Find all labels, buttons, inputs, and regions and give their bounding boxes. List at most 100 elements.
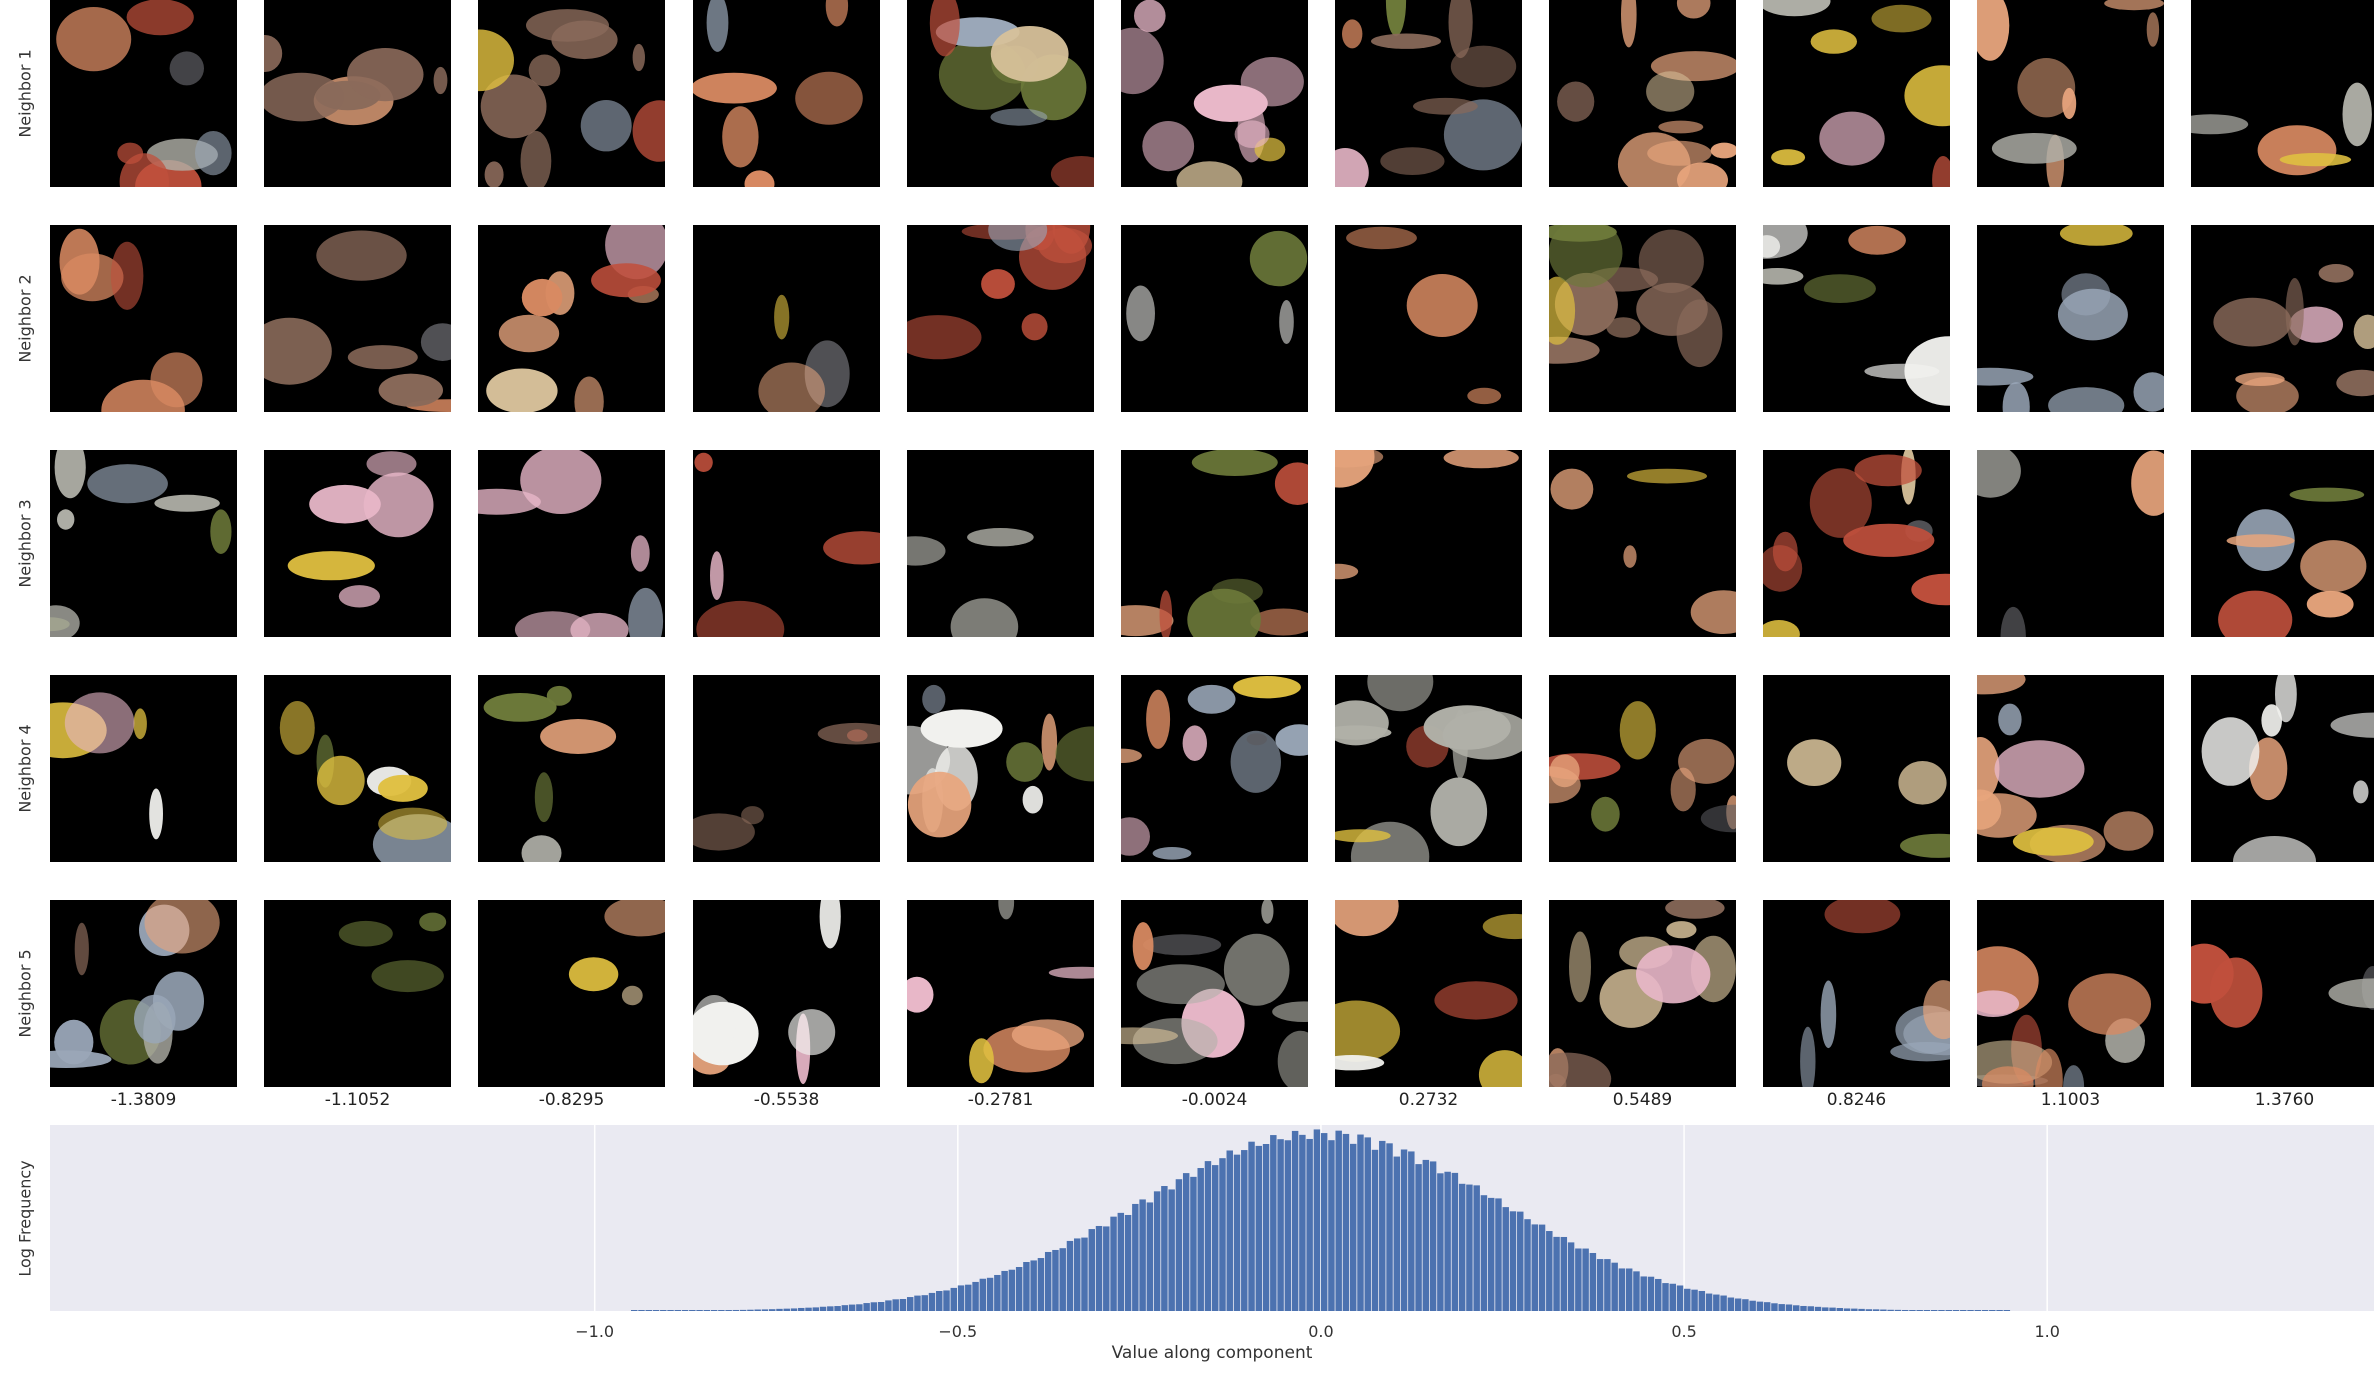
segment-blob xyxy=(693,813,755,851)
histogram-bar xyxy=(1517,1211,1524,1311)
segment-mask-image xyxy=(1121,900,1308,1087)
segment-blob xyxy=(2285,278,2304,346)
segment-blob xyxy=(2002,382,2030,412)
segment-mask-image xyxy=(50,900,220,1068)
histogram-bar xyxy=(1836,1308,1844,1311)
histogram-bar xyxy=(1175,1179,1183,1311)
segment-blob xyxy=(907,536,946,566)
histogram-bar xyxy=(1633,1271,1640,1311)
segment-mask-image xyxy=(2213,264,2374,412)
segment-blob xyxy=(264,35,283,72)
histogram-bar xyxy=(1161,1186,1168,1311)
segment-blob xyxy=(1261,900,1274,924)
segment-mask-image xyxy=(279,701,451,862)
segment-blob xyxy=(1623,545,1637,568)
histogram-bar xyxy=(1618,1268,1626,1311)
segment-mask-image xyxy=(1121,0,1304,187)
segment-blob xyxy=(710,551,724,600)
histogram-bar xyxy=(1604,1259,1611,1311)
histogram-bar xyxy=(979,1278,987,1311)
segment-blob xyxy=(2233,836,2316,862)
neighbor-image-tile xyxy=(478,675,665,862)
histogram-bar xyxy=(1357,1134,1364,1311)
histogram-bar xyxy=(1981,1310,1989,1311)
segment-mask-image xyxy=(1549,225,1723,368)
segment-blob xyxy=(1346,226,1417,250)
segment-mask-image xyxy=(478,450,664,637)
neighbor-image-tile xyxy=(264,450,451,637)
segment-blob xyxy=(1448,0,1473,59)
histogram-bar xyxy=(1684,1288,1691,1311)
histogram-bar xyxy=(1153,1191,1161,1311)
histogram-svg xyxy=(50,1125,2374,1311)
histogram-bar xyxy=(1655,1278,1662,1311)
histogram-bar xyxy=(1190,1176,1197,1311)
segment-mask-image xyxy=(568,900,665,1006)
histogram-bar xyxy=(1916,1310,1923,1311)
segment-blob xyxy=(1854,454,1922,487)
row-label-text: Neighbor 4 xyxy=(15,724,35,813)
neighbor-image-tile xyxy=(693,225,880,412)
segment-blob xyxy=(210,509,232,554)
segment-blob xyxy=(630,535,650,572)
row-label-text: Neighbor 1 xyxy=(15,49,35,138)
histogram-bar xyxy=(1974,1310,1982,1311)
segment-blob xyxy=(50,605,80,637)
segment-blob xyxy=(486,368,558,412)
histogram-bar xyxy=(1146,1202,1154,1311)
neighbor-image-tile xyxy=(478,225,665,412)
histogram-bar xyxy=(1052,1249,1059,1311)
histogram-bar xyxy=(667,1310,674,1311)
segment-mask-image xyxy=(1121,676,1308,860)
neighbor-image-tile xyxy=(478,0,665,187)
segment-blob xyxy=(1763,0,1831,17)
segment-blob xyxy=(969,1038,994,1084)
segment-blob xyxy=(1923,980,1950,1040)
histogram-bar xyxy=(1785,1304,1793,1311)
neighbor-image-tile xyxy=(50,450,237,637)
histogram-bar xyxy=(1989,1310,1996,1311)
neighbor-image-tile xyxy=(1335,225,1522,412)
neighbor-image-tile xyxy=(1335,0,1522,187)
segment-blob xyxy=(378,373,443,407)
histogram-bar xyxy=(725,1310,732,1311)
segment-blob xyxy=(101,379,185,412)
histogram-bar xyxy=(1313,1129,1321,1311)
segment-blob xyxy=(2279,153,2352,167)
segment-blob xyxy=(1152,847,1192,860)
histogram-bar xyxy=(1771,1303,1778,1311)
segment-blob xyxy=(998,900,1015,920)
segment-mask-image xyxy=(59,228,203,412)
column-value-label: -0.5538 xyxy=(753,1090,820,1110)
segment-blob xyxy=(1800,1026,1816,1087)
histogram-bar xyxy=(1124,1214,1132,1311)
histogram-bar xyxy=(1364,1137,1371,1311)
segment-blob xyxy=(316,755,365,806)
histogram-bar xyxy=(1219,1158,1226,1311)
histogram-bar xyxy=(1103,1226,1110,1311)
segment-blob xyxy=(57,509,75,530)
segment-blob xyxy=(990,26,1069,82)
histogram-bar xyxy=(914,1295,921,1311)
row-label-text: Neighbor 5 xyxy=(15,949,35,1038)
segment-blob xyxy=(693,995,736,1054)
histogram-bar xyxy=(1342,1133,1350,1311)
neighbor-image-tile xyxy=(1121,0,1308,187)
segment-blob xyxy=(534,772,553,823)
histogram-bar xyxy=(1422,1159,1430,1311)
histogram-bar xyxy=(899,1298,907,1311)
histogram-bar xyxy=(1473,1185,1480,1311)
segment-blob xyxy=(2328,978,2374,1008)
histogram-bar xyxy=(1734,1298,1742,1311)
histogram-bar xyxy=(1284,1140,1292,1311)
segment-blob xyxy=(1182,725,1207,761)
histogram-bar xyxy=(660,1310,667,1311)
neighbor-image-tile xyxy=(1121,900,1308,1087)
segment-blob xyxy=(1406,274,1478,337)
neighbor-image-tile xyxy=(1977,0,2164,187)
segment-blob xyxy=(1233,676,1301,699)
histogram-bar xyxy=(798,1307,805,1311)
histogram-bar xyxy=(1117,1212,1125,1311)
segment-mask-image xyxy=(1977,675,2154,862)
neighbor-image-tile xyxy=(1977,900,2164,1087)
